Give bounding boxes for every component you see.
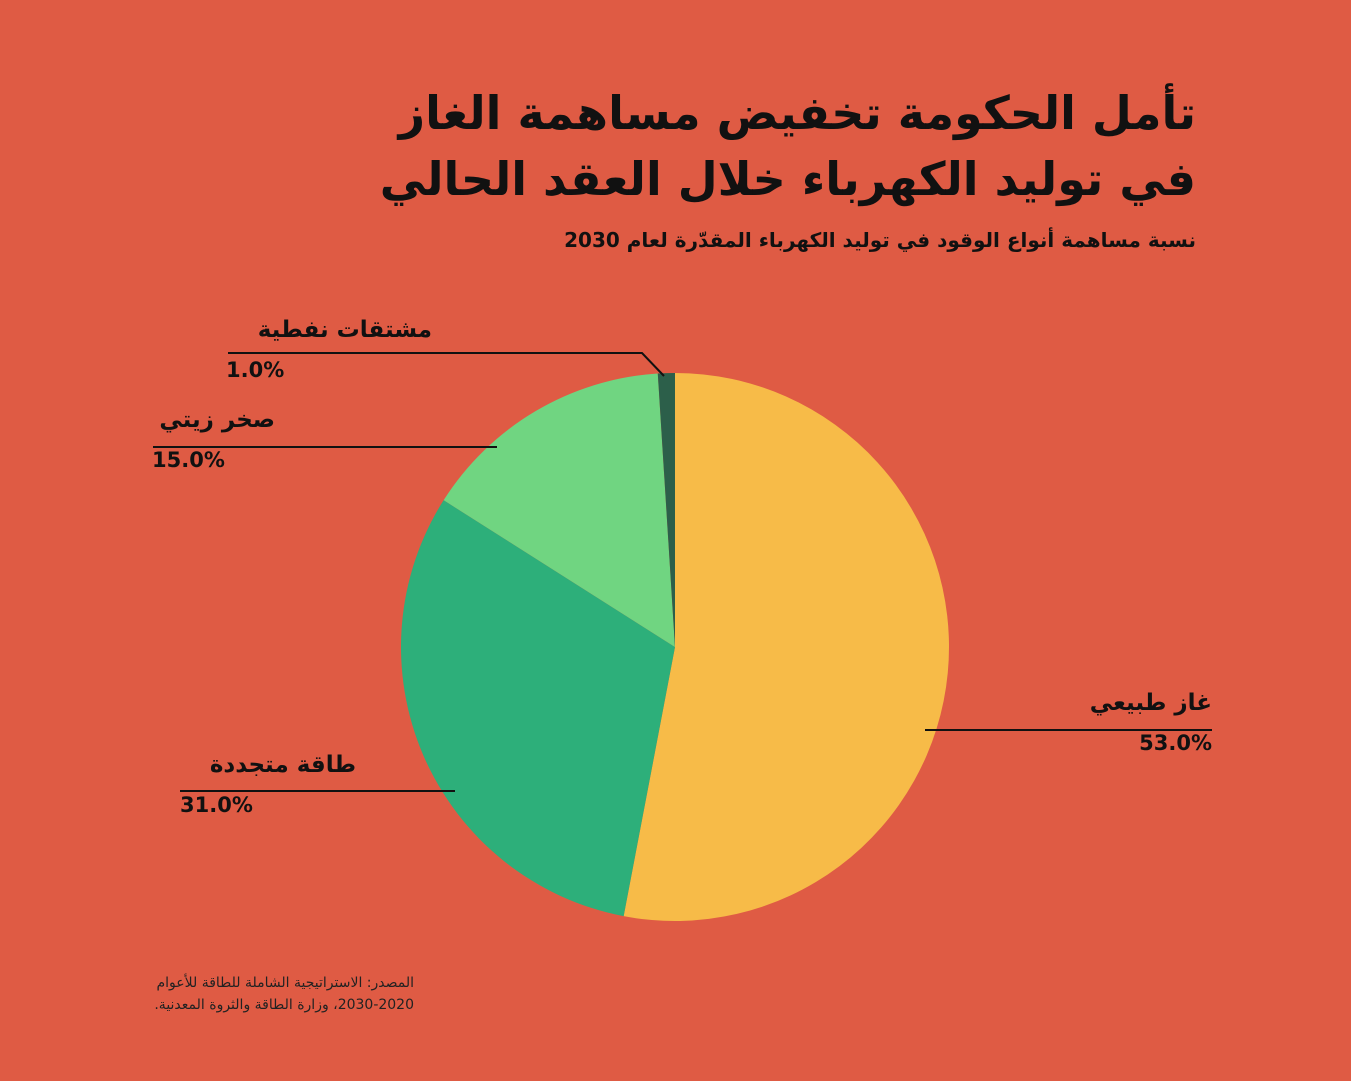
- label-oil-derivatives: مشتقات نفطية 1.0%: [170, 315, 432, 385]
- slice-label-natural-gas: غاز طبيعي: [1089, 690, 1212, 716]
- label-renewable: طاقة متجددة 31.0%: [120, 750, 356, 820]
- source-line-1: المصدر: الاستراتيجية الشاملة للطاقة للأع…: [156, 975, 414, 991]
- slice-label-oil-derivatives: مشتقات نفطية: [257, 317, 432, 343]
- slice-label-oil-shale: صخر زيتي: [159, 407, 275, 433]
- slice-renewable: [400, 500, 675, 917]
- slice-oil-derivatives: [657, 373, 675, 647]
- slice-natural-gas: [623, 373, 949, 921]
- slice-value-renewable: 31.0%: [180, 793, 253, 817]
- slice-label-renewable: طاقة متجددة: [209, 752, 356, 778]
- chart-title-line-1: تأمل الحكومة تخفيض مساهمة الغاز: [398, 86, 1196, 140]
- label-natural-gas: غاز طبيعي 53.0%: [1000, 688, 1212, 758]
- title-block: تأمل الحكومة تخفيض مساهمة الغاز في توليد…: [196, 80, 1196, 252]
- slice-oil-shale: [443, 373, 675, 647]
- source-line-2: 2030-2020، وزارة الطاقة والثروة المعدنية…: [154, 997, 414, 1013]
- slice-value-oil-shale: 15.0%: [152, 448, 225, 472]
- slice-value-natural-gas: 53.0%: [1139, 731, 1212, 755]
- source-note: المصدر: الاستراتيجية الشاملة للطاقة للأع…: [80, 972, 414, 1016]
- leader-line-oil-derivatives: [228, 352, 665, 377]
- label-oil-shale: صخر زيتي 15.0%: [100, 405, 275, 475]
- chart-title-line-2: في توليد الكهرباء خلال العقد الحالي: [379, 152, 1196, 206]
- chart-subtitle: نسبة مساهمة أنواع الوقود في توليد الكهرب…: [564, 228, 1196, 252]
- slice-value-oil-derivatives: 1.0%: [226, 358, 285, 382]
